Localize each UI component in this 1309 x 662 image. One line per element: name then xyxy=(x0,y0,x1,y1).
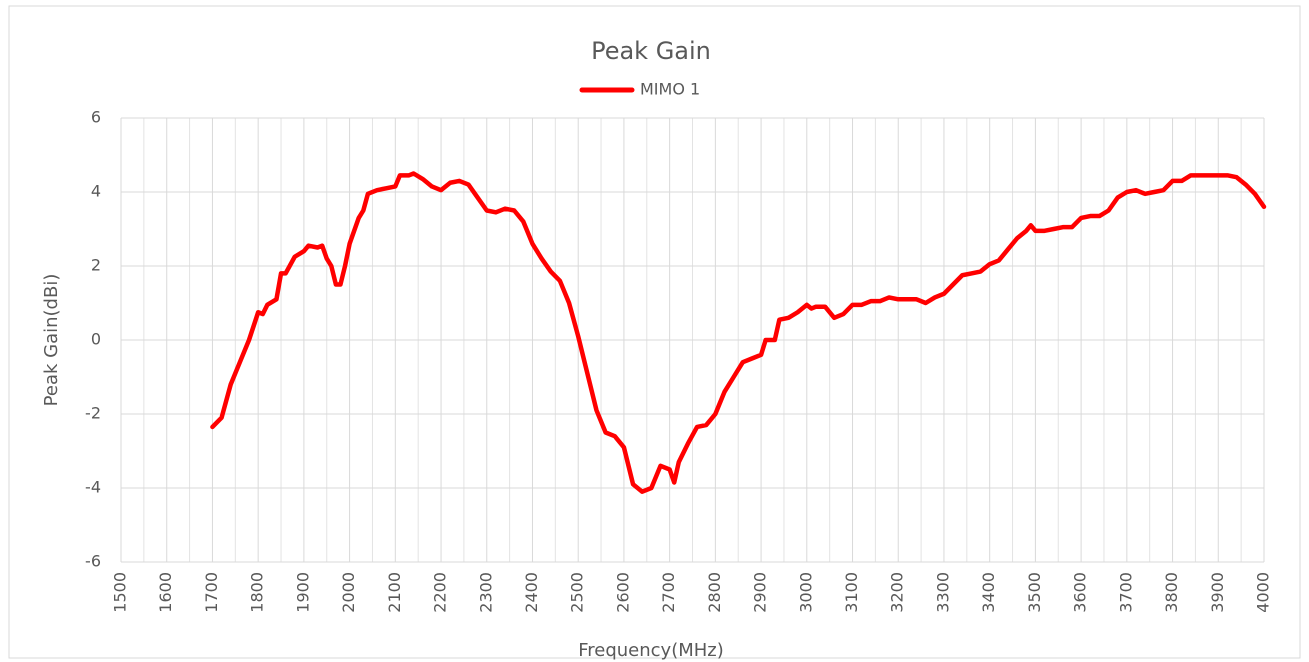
x-tick-label: 2400 xyxy=(522,572,541,613)
x-tick-label: 2200 xyxy=(431,572,450,613)
x-tick-label: 2500 xyxy=(568,572,587,613)
chart-title: Peak Gain xyxy=(591,37,711,65)
x-tick-label: 3100 xyxy=(842,572,861,613)
x-tick-label: 3200 xyxy=(888,572,907,613)
y-tick-label: -2 xyxy=(85,404,101,423)
x-tick-label: 1900 xyxy=(293,572,312,613)
legend-label: MIMO 1 xyxy=(640,80,700,99)
x-tick-label: 1700 xyxy=(202,572,221,613)
x-tick-label: 2700 xyxy=(659,572,678,613)
chart-border xyxy=(8,5,1301,659)
x-tick-label: 2300 xyxy=(476,572,495,613)
x-axis-label: Frequency(MHz) xyxy=(578,640,724,661)
data-line xyxy=(210,171,1267,494)
x-tick-label: 3800 xyxy=(1162,572,1181,613)
x-tick-label: 2100 xyxy=(385,572,404,613)
x-tick-label: 2000 xyxy=(339,572,358,613)
y-tick-label: -4 xyxy=(85,478,101,497)
x-tick-label: 1600 xyxy=(156,572,175,613)
y-axis-label: Peak Gain(dBi) xyxy=(41,274,62,407)
y-tick-label: 2 xyxy=(91,256,101,275)
x-tick-label: 2800 xyxy=(705,572,724,613)
x-tick-label: 3300 xyxy=(933,572,952,613)
x-tick-label: 2900 xyxy=(751,572,770,613)
x-tick-label: 1500 xyxy=(111,572,130,613)
x-tick-label: 3000 xyxy=(796,572,815,613)
y-tick-label: 4 xyxy=(91,182,101,201)
x-tick-label: 2600 xyxy=(613,572,632,613)
x-tick-label: 4000 xyxy=(1254,572,1273,613)
x-tick-label: 3900 xyxy=(1208,572,1227,613)
y-tick-label: 6 xyxy=(91,108,101,127)
y-tick-label: -6 xyxy=(85,552,101,571)
y-tick-label: 0 xyxy=(91,330,101,349)
x-tick-label: 3500 xyxy=(1025,572,1044,613)
x-tick-label: 3400 xyxy=(979,572,998,613)
x-tick-label: 3700 xyxy=(1116,572,1135,613)
x-tick-label: 1800 xyxy=(248,572,267,613)
x-tick-label: 3600 xyxy=(1071,572,1090,613)
